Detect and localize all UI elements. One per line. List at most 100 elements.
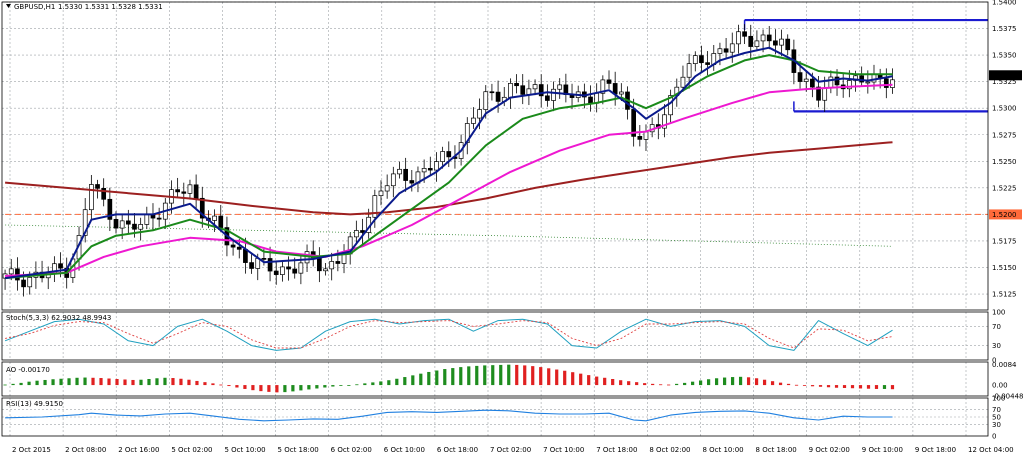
- stochastic-signal-line: [5, 320, 893, 349]
- bullish-candle: [551, 88, 556, 101]
- ao-bar-down: [179, 378, 183, 386]
- ao-bar-up: [355, 384, 359, 386]
- ao-bar-up: [331, 385, 335, 387]
- ao-bar-down: [754, 378, 759, 386]
- ao-bar-down: [826, 385, 831, 388]
- dropdown-triangle-icon: [6, 4, 11, 8]
- x-tick-label: 8 Oct 02:00: [649, 446, 690, 454]
- ao-bar-up: [722, 377, 727, 386]
- bullish-candle: [212, 215, 217, 221]
- ao-label: AO -0.00170: [6, 366, 50, 374]
- bullish-candle: [526, 88, 532, 95]
- ao-bar-down: [659, 384, 663, 386]
- ao-bar-up: [155, 378, 159, 386]
- x-tick-label: 2 Oct 2015: [12, 446, 51, 454]
- rsi-panel-frame: [1, 397, 989, 437]
- price-tick-label: 1.5250: [992, 158, 1017, 166]
- bullish-candle: [736, 31, 741, 45]
- bullish-candle: [434, 161, 439, 171]
- price-tick-label: 1.5375: [992, 25, 1017, 33]
- bullish-candle: [754, 40, 760, 47]
- bearish-candle: [267, 258, 273, 272]
- stochastic-label: Stoch(5,3,3) 62.9032 48.9943: [6, 314, 111, 322]
- bearish-candle: [766, 34, 772, 42]
- ao-bar-up: [427, 371, 431, 386]
- ao-bar-down: [99, 378, 103, 386]
- last-price-tag: 1.5331: [992, 72, 1017, 80]
- ao-bar-up: [323, 385, 327, 388]
- ao-bar-down: [866, 385, 871, 389]
- brown-moving-average: [5, 141, 893, 216]
- ao-bar-up: [19, 382, 23, 386]
- x-tick-label: 12 Oct 04:00: [968, 446, 1014, 454]
- price-tick-label: 1.5275: [992, 131, 1017, 139]
- ao-bar-down: [187, 379, 191, 386]
- rsi-tick-label: 50: [992, 414, 1001, 422]
- bullish-candle: [8, 268, 14, 275]
- bullish-candle: [803, 78, 809, 82]
- rsi-tick-label: 0: [992, 433, 996, 441]
- bullish-candle: [372, 195, 378, 218]
- ao-bar-down: [539, 367, 543, 386]
- bullish-candle: [82, 209, 88, 236]
- bearish-candle: [193, 184, 199, 199]
- bullish-candle: [890, 79, 895, 88]
- ao-bar-down: [243, 385, 247, 389]
- bearish-candle: [495, 91, 501, 102]
- price-tick-label: 1.5400: [992, 0, 1017, 7]
- bullish-candle: [298, 262, 304, 274]
- ao-bar-down: [890, 385, 895, 390]
- ao-bar-down: [563, 370, 567, 386]
- bullish-candle: [384, 185, 390, 192]
- price-tick-label: 1.5125: [992, 291, 1017, 299]
- ao-bar-down: [235, 385, 239, 388]
- x-tick-label: 8 Oct 18:00: [756, 446, 797, 454]
- ao-bar-up: [339, 385, 343, 386]
- x-tick-label: 6 Oct 02:00: [331, 446, 372, 454]
- bearish-candle: [520, 85, 526, 95]
- bullish-candle: [680, 76, 686, 88]
- ao-bar-down: [251, 385, 255, 391]
- bearish-candle: [218, 215, 224, 228]
- bullish-candle: [329, 261, 335, 270]
- ao-bar-down: [131, 379, 135, 386]
- bullish-candle: [390, 173, 396, 187]
- ao-bar-up: [283, 385, 287, 393]
- ao-bar-up: [139, 379, 143, 386]
- bullish-candle: [729, 43, 735, 53]
- ao-bar-down: [651, 383, 655, 386]
- ao-bar-up: [730, 377, 735, 386]
- ao-bar-up: [347, 385, 351, 386]
- level-price-tag: 1.5200: [992, 211, 1017, 219]
- bearish-candle: [273, 270, 279, 275]
- ao-panel-frame: [1, 361, 989, 397]
- ao-bar-up: [715, 378, 719, 386]
- ao-bar-up: [683, 382, 687, 386]
- ao-bar-down: [211, 383, 215, 386]
- bearish-candle: [335, 261, 341, 264]
- bearish-candle: [125, 220, 131, 225]
- ao-bar-down: [643, 383, 647, 386]
- ao-bar-down: [275, 385, 279, 393]
- main-grid: [2, 1, 988, 436]
- bullish-candle: [119, 220, 125, 229]
- bullish-candle: [280, 266, 285, 275]
- ao-bar-down: [227, 385, 231, 387]
- ao-bar-down: [523, 365, 527, 386]
- ao-bar-down: [619, 380, 623, 386]
- ao-bar-down: [571, 372, 575, 386]
- ao-bar-up: [67, 378, 71, 386]
- ao-bar-down: [203, 382, 207, 386]
- ao-bar-down: [555, 369, 559, 386]
- bearish-candle: [286, 266, 291, 270]
- ao-bar-up: [395, 378, 399, 386]
- ao-bar-up: [75, 377, 79, 386]
- ao-bar-up: [691, 381, 695, 386]
- bearish-candle: [514, 82, 519, 87]
- bearish-candle: [427, 168, 433, 171]
- ao-bar-down: [123, 379, 127, 386]
- price-tick-label: 1.5325: [992, 78, 1017, 86]
- ao-bar-up: [499, 364, 503, 386]
- ao-bar-up: [299, 385, 303, 391]
- bullish-candle: [187, 184, 193, 194]
